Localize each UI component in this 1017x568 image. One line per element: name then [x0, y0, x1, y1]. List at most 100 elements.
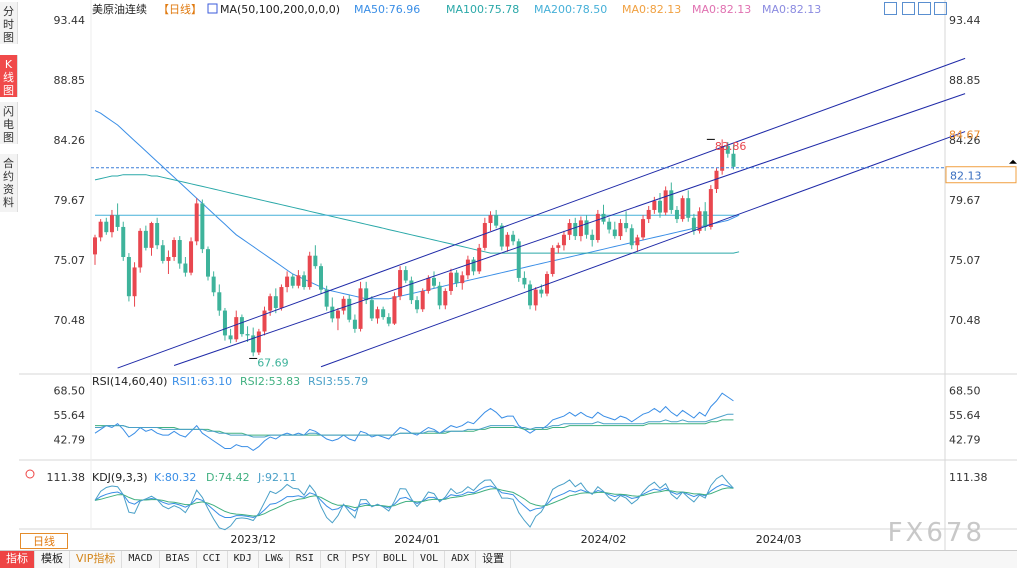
kdj-line-j: [94, 474, 734, 531]
rsi-tick-right-2: 42.79: [949, 433, 981, 446]
kdj-line-d: [94, 487, 734, 517]
candle-body: [437, 285, 442, 306]
period-button-label: 日线: [33, 535, 55, 548]
rsi-tick-right-0: 68.50: [949, 384, 981, 397]
tab-timeshare[interactable]: 分时图: [0, 2, 18, 44]
kdj-tick-right-0: 111.38: [949, 471, 988, 484]
candle-body: [725, 145, 730, 154]
candle-body: [228, 335, 233, 340]
candle-body: [658, 200, 662, 213]
candle-body: [584, 220, 589, 235]
indicator--1[interactable]: 模板: [35, 551, 70, 568]
candle-body: [392, 296, 397, 324]
y-tick-left-3: 79.67: [54, 194, 86, 207]
tab-kline[interactable]: K线图: [0, 55, 18, 97]
indicator-cr-9[interactable]: CR: [321, 551, 346, 568]
candle-body: [290, 276, 295, 286]
candle-body: [415, 300, 420, 310]
candle-body: [550, 247, 555, 274]
ma-value-1: MA100:75.78: [446, 3, 519, 16]
candle-body: [375, 309, 380, 319]
indicator-vip-2[interactable]: VIP指标: [70, 551, 123, 568]
y-tick-right-2: 84.26: [949, 134, 981, 147]
candle-body: [703, 211, 708, 227]
candle-body: [324, 289, 329, 307]
indicator-macd-3[interactable]: MACD: [122, 551, 160, 568]
low-annotation: 67.69: [257, 356, 289, 369]
y-tick-right-4: 75.07: [949, 254, 981, 267]
indicator--0[interactable]: 指标: [0, 551, 35, 568]
candle-body: [669, 190, 674, 210]
y-tick-right-1: 88.85: [949, 74, 981, 87]
candle-body: [641, 219, 646, 238]
tab-contract-info[interactable]: 合约资料: [0, 154, 18, 212]
candle-body: [663, 190, 668, 213]
candle-body: [330, 306, 335, 319]
rsi-value-0: RSI1:63.10: [172, 375, 232, 388]
trend-channel-line-1: [173, 93, 966, 366]
indicator-vol-12[interactable]: VOL: [414, 551, 446, 568]
indicator-adx-13[interactable]: ADX: [445, 551, 477, 568]
indicator-psy-10[interactable]: PSY: [346, 551, 377, 568]
candle-body: [115, 215, 120, 227]
candle-body: [121, 226, 126, 257]
candle-body: [126, 256, 131, 297]
y-tick-left-5: 70.48: [54, 314, 86, 327]
tab-flash[interactable]: 闪电图: [0, 102, 18, 144]
candle-body: [454, 272, 459, 284]
candle-body: [409, 280, 414, 301]
candle-body: [567, 223, 572, 235]
candle-body: [138, 230, 143, 268]
candle-body: [714, 170, 719, 190]
indicator-bias-4[interactable]: BIAS: [160, 551, 197, 568]
indicator-boll-11[interactable]: BOLL: [377, 551, 415, 568]
candle-body: [578, 220, 583, 237]
candle-body: [268, 296, 273, 311]
close-icon[interactable]: [934, 2, 947, 15]
chart-svg[interactable]: 美原油连续 【日线】 MA(50,100,200,0,0,0) MA50:76.96 M…: [0, 0, 1017, 550]
indicator-cci-5[interactable]: CCI: [197, 551, 228, 568]
current-price-label: 82.13: [950, 170, 982, 183]
candle-body: [398, 270, 403, 297]
zoom-in-icon[interactable]: [902, 2, 915, 15]
zoom-out-icon[interactable]: [918, 2, 931, 15]
ma-settings-label: MA(50,100,200,0,0,0): [220, 3, 340, 16]
y-tick-right-0: 93.44: [949, 14, 981, 27]
candle-body: [465, 259, 470, 276]
rsi-value-2: RSI3:55.79: [308, 375, 368, 388]
candle-body: [432, 277, 436, 286]
candle-body: [488, 215, 493, 224]
candle-body: [528, 284, 533, 306]
candle-body: [635, 237, 640, 246]
candle-body: [194, 203, 199, 242]
candle-body: [443, 290, 448, 306]
indicator--14[interactable]: 设置: [476, 551, 512, 568]
ma-value-4: MA0:82.13: [692, 3, 751, 16]
kdj-tick-left-0: 111.38: [47, 471, 86, 484]
watermark: FX678: [888, 518, 985, 548]
candle-body: [612, 229, 617, 237]
candle-body: [420, 290, 425, 310]
candle-body: [183, 263, 188, 273]
tab-contract-info-label: 合约资料: [3, 157, 14, 209]
candle-body: [211, 276, 216, 293]
candle-body: [364, 288, 369, 301]
indicator-kdj-6[interactable]: KDJ: [228, 551, 259, 568]
candle-body: [149, 223, 154, 248]
candle-body: [109, 215, 114, 233]
candle-body: [155, 223, 160, 246]
indicator-rsi-8[interactable]: RSI: [290, 551, 321, 568]
rsi-label: RSI(14,60,40): [92, 375, 167, 388]
candle-body: [307, 255, 312, 288]
indicator-lw-7[interactable]: LW&: [259, 551, 290, 568]
candle-body: [539, 289, 544, 294]
period-button[interactable]: 日线: [20, 533, 68, 549]
candle-body: [561, 234, 566, 246]
candle-body: [477, 247, 482, 272]
candle-body: [494, 215, 499, 226]
x-tick-0: 2023/12: [230, 533, 276, 546]
symbol-name: 美原油连续: [92, 2, 147, 16]
expand-icon[interactable]: [884, 2, 897, 15]
candle-body: [708, 189, 713, 227]
x-tick-2: 2024/02: [581, 533, 627, 546]
